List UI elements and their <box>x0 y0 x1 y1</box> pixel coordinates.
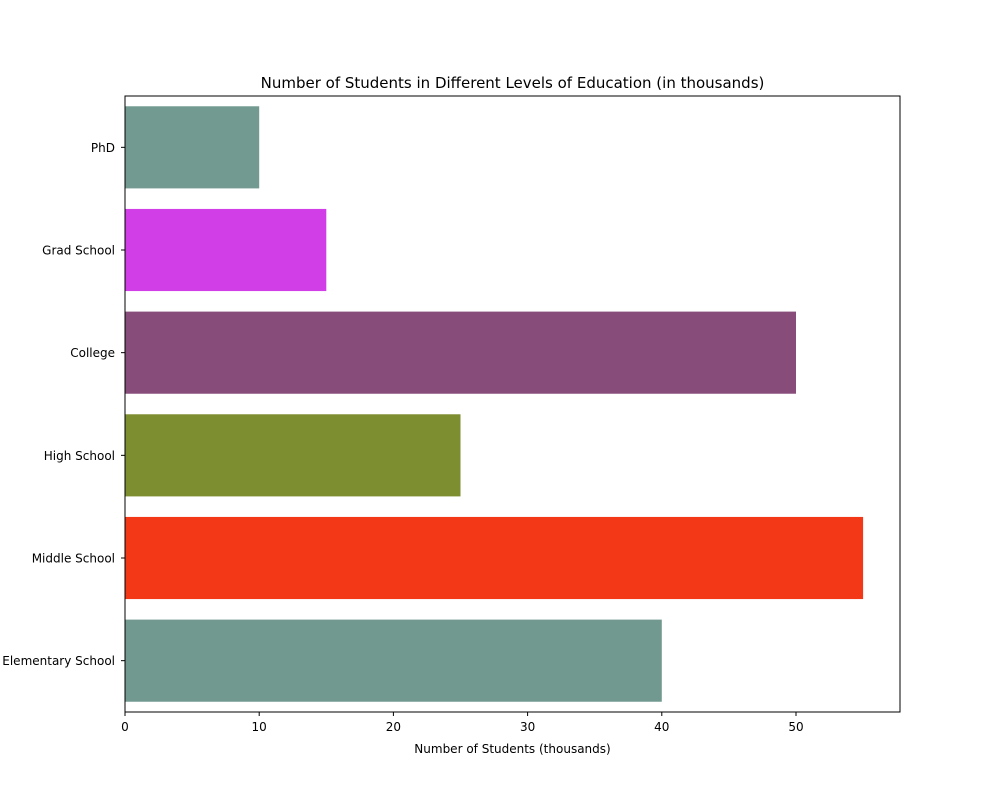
y-tick-label: PhD <box>91 141 115 155</box>
x-tick-label: 30 <box>520 720 535 734</box>
y-tick-label: Middle School <box>32 552 115 566</box>
bar-grad-school <box>125 208 327 292</box>
y-tick-label: Elementary School <box>2 654 115 668</box>
y-tick-label: College <box>70 346 115 360</box>
bars-group <box>125 106 864 702</box>
bar-middle-school <box>125 516 864 600</box>
axes-group: 0 10 20 30 40 50 Elementary School Middle Schoo… <box>2 95 901 734</box>
x-tick-label: 10 <box>252 720 267 734</box>
x-tick-label: 50 <box>788 720 803 734</box>
plot-frame <box>124 95 901 713</box>
bar-phd <box>125 106 260 189</box>
bar-high-school <box>125 414 461 497</box>
y-tick-label: High School <box>44 449 115 463</box>
y-tick-label: Grad School <box>42 244 115 258</box>
bar-elementary-school <box>125 619 662 702</box>
x-axis-label: Number of Students (thousands) <box>414 742 610 756</box>
x-tick-label: 20 <box>386 720 401 734</box>
x-tick-label: 0 <box>121 720 129 734</box>
chart-title: Number of Students in Different Levels o… <box>261 74 765 92</box>
x-tick-label: 40 <box>654 720 669 734</box>
bar-college <box>125 311 796 394</box>
